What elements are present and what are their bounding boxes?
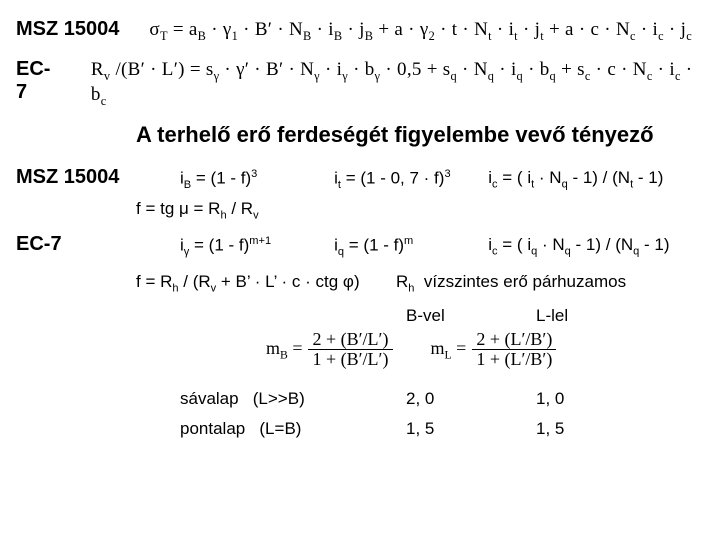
spacer-col — [136, 306, 406, 326]
mB-den: 1 + (B′/L′) — [308, 350, 392, 369]
fraction-mB: mB = 2 + (B′/L′) 1 + (B′/L′) — [266, 330, 393, 369]
savalap-l: 1, 0 — [536, 389, 666, 409]
eq-rv: Rv /(B′ · L′) = sγ · γ′ · B′ · Nγ · iγ ·… — [91, 59, 704, 109]
row-fdef2-rh: f = Rh / (Rv + B’ · L’ · c · ctg φ) Rh v… — [136, 272, 704, 294]
row-m-fractions: mB = 2 + (B′/L′) 1 + (B′/L′) mL = 2 + (L… — [136, 330, 704, 369]
row-col-headers: B-vel L-lel — [136, 306, 704, 326]
row-pontalap: pontalap (L=B) 1, 5 1, 5 — [136, 419, 704, 439]
row-msz-sigma: MSZ 15004 σT = aB · γ1 · B′ · NB · iB · … — [16, 18, 704, 44]
formula-it: it = (1 - 0, 7 · f)3 — [334, 168, 488, 191]
text-rh: Rh vízszintes erő párhuzamos — [396, 272, 704, 294]
section-heading: A terhelő erő ferdeségét figyelembe vevő… — [136, 122, 704, 148]
savalap-label: sávalap (L>>B) — [136, 389, 406, 409]
label-ec7-2: EC-7 — [16, 233, 136, 256]
formula-fdef2: f = Rh / (Rv + B’ · L’ · c · ctg φ) — [136, 272, 396, 294]
label-msz15004-1: MSZ 15004 — [16, 18, 119, 41]
pontalap-label: pontalap (L=B) — [136, 419, 406, 439]
formula-ic-msz: ic = ( it · Nq - 1) / (Nt - 1) — [488, 168, 704, 190]
row-msz-factors: MSZ 15004 iB = (1 - f)3 it = (1 - 0, 7 ·… — [16, 166, 704, 190]
col-b-header: B-vel — [406, 306, 536, 326]
formula-ic-ec: ic = ( iq · Nq - 1) / (Nq - 1) — [488, 235, 704, 257]
mB-lhs: mB = — [266, 338, 302, 362]
mL-frac: 2 + (L′/B′) 1 + (L′/B′) — [472, 330, 556, 369]
col-l-header: L-lel — [536, 306, 666, 326]
row-ec7-rv: EC-7 Rv /(B′ · L′) = sγ · γ′ · B′ · Nγ ·… — [16, 58, 704, 109]
mL-num: 2 + (L′/B′) — [472, 330, 556, 350]
mB-num: 2 + (B′/L′) — [308, 330, 392, 350]
formula-ig: iγ = (1 - f)m+1 — [136, 235, 334, 258]
fraction-mL: mL = 2 + (L′/B′) 1 + (L′/B′) — [431, 330, 557, 369]
formula-iB: iB = (1 - f)3 — [136, 168, 334, 191]
formula-iq: iq = (1 - f)m — [334, 235, 488, 258]
row-savalap: sávalap (L>>B) 2, 0 1, 0 — [136, 389, 704, 409]
mB-frac: 2 + (B′/L′) 1 + (B′/L′) — [308, 330, 392, 369]
mL-den: 1 + (L′/B′) — [472, 350, 556, 369]
mL-lhs: mL = — [431, 338, 467, 362]
eq-sigma-t: σT = aB · γ1 · B′ · NB · iB · jB + a · γ… — [149, 19, 692, 44]
pontalap-b: 1, 5 — [406, 419, 536, 439]
formula-fdef: f = tg μ = Rh / Rv — [136, 199, 704, 221]
label-ec7-1: EC-7 — [16, 58, 61, 104]
label-msz15004-2: MSZ 15004 — [16, 166, 136, 189]
row-ec7-factors: EC-7 iγ = (1 - f)m+1 iq = (1 - f)m ic = … — [16, 233, 704, 257]
savalap-b: 2, 0 — [406, 389, 536, 409]
pontalap-l: 1, 5 — [536, 419, 666, 439]
